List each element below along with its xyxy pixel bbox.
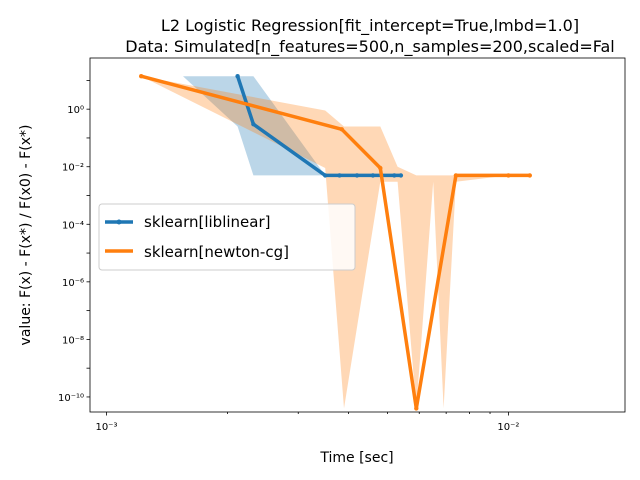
axis-ticks: 10⁻³ 10⁻² 10⁰ 10⁻² 10⁻⁴ 10⁻⁶ 10⁻⁸ 10⁻¹⁰ xyxy=(58,79,519,433)
chart-subtitle: Data: Simulated[n_features=500,n_samples… xyxy=(125,37,615,57)
y-tick-label: 10⁻² xyxy=(62,163,84,174)
point-series-1 xyxy=(339,127,344,132)
point-series-0 xyxy=(251,122,256,127)
point-series-1 xyxy=(378,165,383,171)
point-series-1 xyxy=(139,74,144,79)
legend-label-liblinear: sklearn[liblinear] xyxy=(144,213,271,231)
point-series-0 xyxy=(337,173,342,178)
point-series-1 xyxy=(453,173,459,178)
point-series-1 xyxy=(414,406,419,411)
y-tick-label: 10⁻⁶ xyxy=(62,278,84,289)
y-tick-label: 10⁻⁴ xyxy=(62,220,84,231)
x-axis-label: Time [sec] xyxy=(319,450,393,466)
band-series-1 xyxy=(119,76,607,409)
legend-marker-liblinear xyxy=(116,219,122,225)
line-series-0 xyxy=(235,75,401,178)
legend-box xyxy=(98,203,356,271)
y-tick-label: 10⁻¹⁰ xyxy=(58,393,84,404)
x-tick-label: 10⁻³ xyxy=(95,422,117,433)
plot-frame xyxy=(89,57,626,413)
point-series-1 xyxy=(506,173,511,178)
chart-title: L2 Logistic Regression[fit_intercept=Tru… xyxy=(161,16,579,36)
series-lines xyxy=(139,74,532,411)
point-series-0 xyxy=(354,173,360,178)
y-tick-label: 10⁰ xyxy=(67,105,84,116)
x-tick-label: 10⁻² xyxy=(497,422,519,433)
point-series-0 xyxy=(392,173,397,178)
y-tick-label: 10⁻⁸ xyxy=(62,335,84,346)
point-series-0 xyxy=(235,74,240,79)
point-series-0 xyxy=(323,173,328,178)
legend: sklearn[liblinear] sklearn[newton-cg] xyxy=(98,203,356,271)
legend-label-newton-cg: sklearn[newton-cg] xyxy=(144,243,289,261)
point-series-0 xyxy=(370,173,376,178)
point-series-1 xyxy=(527,173,532,178)
y-axis-label: value: F(x) - F(x*) / F(x0) - F(x*) xyxy=(18,125,34,346)
point-series-0 xyxy=(398,173,404,178)
